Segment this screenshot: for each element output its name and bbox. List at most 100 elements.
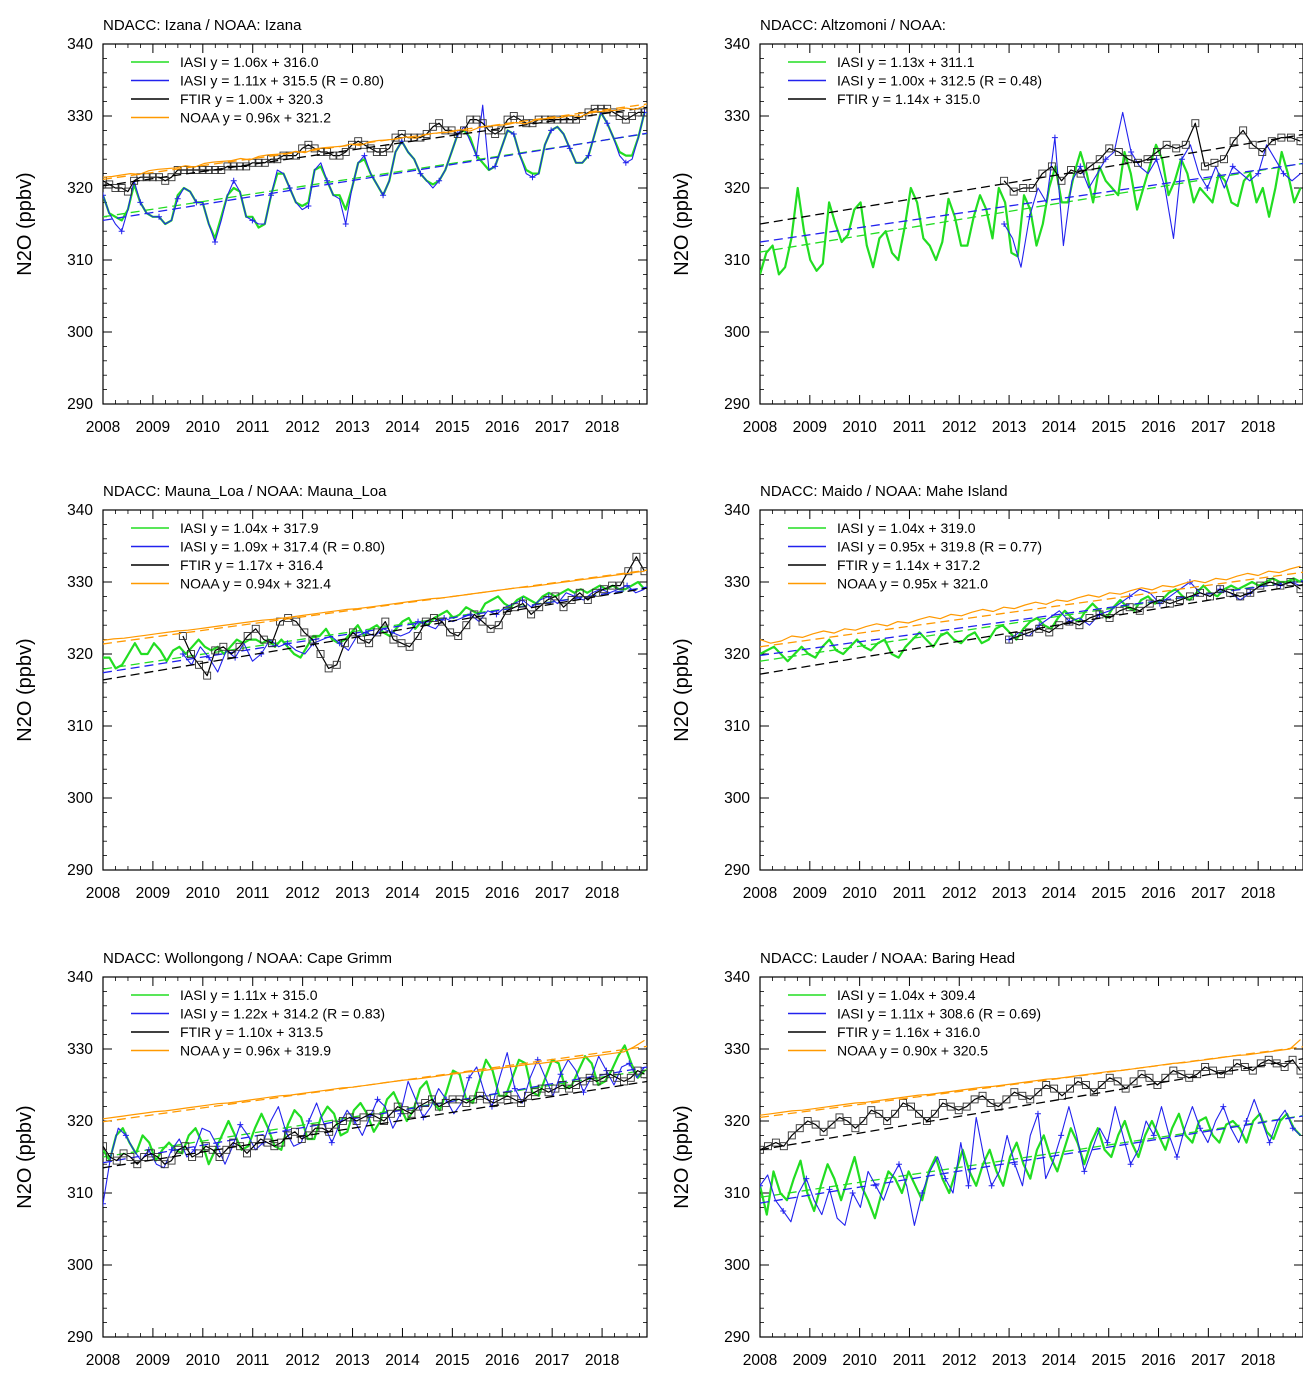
data-marker (365, 639, 374, 648)
trend-line-4 (103, 569, 647, 645)
legend-label: IASI y = 1.04x + 309.4 (837, 987, 976, 1003)
data-marker (1015, 632, 1024, 640)
data-marker (938, 1099, 947, 1107)
y-tick-label: 290 (67, 862, 93, 879)
data-marker (473, 152, 480, 159)
x-tick-label: 2014 (385, 885, 420, 902)
trend-line-1 (103, 1069, 647, 1158)
data-marker (517, 1099, 526, 1107)
data-marker (965, 1182, 972, 1189)
legend-label: IASI y = 0.95x + 319.8 (R = 0.77) (837, 539, 1042, 555)
data-marker (1002, 1095, 1011, 1104)
x-tick-label: 2014 (1042, 885, 1077, 902)
data-marker (1010, 1088, 1019, 1097)
data-marker (405, 642, 414, 651)
x-tick-label: 2015 (1091, 419, 1125, 436)
data-marker (1028, 184, 1037, 192)
data-marker (1077, 163, 1084, 170)
data-marker (1217, 1070, 1225, 1079)
series-line-3 (1008, 581, 1301, 641)
data-marker (1240, 1063, 1249, 1071)
y-axis-label: N2O (ppbv) (671, 638, 693, 741)
x-tick-label: 2015 (435, 419, 469, 436)
x-tick-label: 2014 (385, 1352, 420, 1369)
data-marker (1248, 1066, 1257, 1075)
y-tick-label: 340 (724, 502, 750, 519)
data-marker (429, 614, 438, 622)
x-tick-label: 2012 (285, 1352, 319, 1369)
data-marker (361, 152, 368, 159)
data-marker (803, 1175, 810, 1182)
data-marker (305, 203, 312, 209)
data-marker (243, 632, 252, 640)
legend: IASI y = 1.04x + 319.0 IASI y = 0.95x + 3… (788, 520, 1042, 592)
legend-label: FTIR y = 1.00x + 320.3 (180, 91, 323, 107)
data-marker (1288, 1055, 1297, 1064)
x-tick-label: 2016 (1141, 1352, 1175, 1369)
data-marker (1034, 1088, 1043, 1097)
data-marker (381, 617, 390, 626)
data-marker (1289, 1125, 1296, 1132)
trend-line-1 (103, 132, 647, 218)
data-marker (227, 650, 236, 658)
data-marker (454, 632, 463, 640)
y-tick-label: 340 (67, 502, 93, 519)
data-marker (632, 552, 641, 561)
data-marker (760, 1182, 763, 1189)
trend-line-1 (760, 578, 1303, 662)
x-tick-label: 2015 (1091, 1352, 1125, 1369)
data-marker (357, 635, 365, 644)
y-tick-label: 300 (724, 324, 750, 341)
data-marker (527, 610, 536, 619)
data-marker (1277, 133, 1286, 142)
data-marker (436, 177, 443, 184)
data-marker (1128, 149, 1135, 155)
data-marker (478, 617, 487, 626)
data-marker (849, 1190, 856, 1196)
data-marker (1081, 1168, 1088, 1175)
plot-frame (102, 43, 648, 405)
plot-frame (759, 509, 1303, 871)
data-marker (1280, 1063, 1289, 1071)
data-marker (348, 628, 357, 637)
legend-label: IASI y = 1.06x + 316.0 (180, 54, 319, 70)
data-marker (167, 1156, 176, 1165)
legend-label: IASI y = 1.22x + 314.2 (R = 0.83) (180, 1006, 385, 1022)
data-marker (1026, 1095, 1035, 1104)
data-marker (1209, 1066, 1218, 1075)
data-marker (223, 162, 232, 171)
data-marker (843, 1117, 852, 1125)
data-marker (195, 1149, 203, 1158)
data-marker (242, 1149, 251, 1158)
chart-title: NDACC: Mauna_Loa / NOAA: Mauna_Loa (103, 483, 387, 500)
data-marker (529, 174, 536, 181)
data-marker (438, 617, 446, 626)
data-marker (212, 239, 219, 245)
data-marker (494, 621, 503, 630)
data-marker (1229, 137, 1238, 146)
data-marker (1172, 144, 1181, 153)
y-tick-label: 340 (67, 969, 93, 986)
data-marker (308, 635, 317, 644)
data-marker (1045, 628, 1054, 637)
data-marker (198, 166, 207, 174)
legend-label: FTIR y = 1.17x + 316.4 (180, 557, 323, 573)
data-marker (204, 166, 213, 174)
x-tick-label: 2016 (1141, 885, 1175, 902)
data-marker (1145, 1073, 1154, 1082)
data-marker (407, 1109, 416, 1118)
data-marker (1034, 1110, 1041, 1117)
data-marker (787, 1131, 796, 1140)
data-marker (389, 635, 398, 644)
data-marker (1169, 1066, 1178, 1075)
data-marker (827, 1120, 836, 1129)
data-marker (575, 588, 584, 597)
x-tick-label: 2016 (1141, 419, 1175, 436)
x-tick-label: 2009 (793, 419, 827, 436)
series-line-2 (103, 104, 646, 243)
y-tick-label: 340 (724, 36, 750, 53)
legend-label: IASI y = 1.11x + 315.5 (R = 0.80) (180, 73, 384, 89)
chart-panel-4: NDACC: Maido / NOAA: Mahe Island N2O (ppb… (671, 483, 1303, 902)
data-marker (543, 596, 552, 604)
data-marker (1145, 599, 1154, 608)
